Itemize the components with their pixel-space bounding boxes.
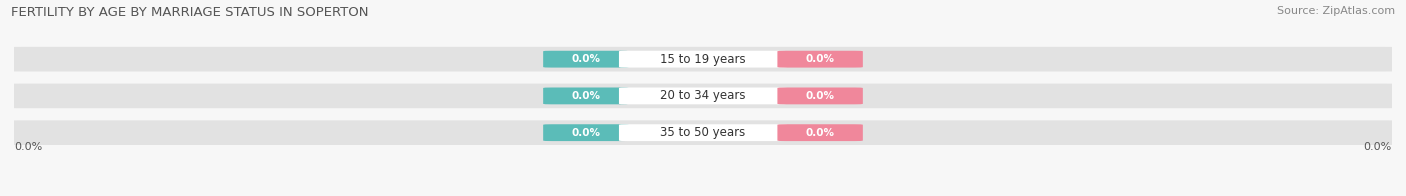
Text: 0.0%: 0.0% bbox=[571, 91, 600, 101]
Text: 0.0%: 0.0% bbox=[571, 128, 600, 138]
FancyBboxPatch shape bbox=[543, 87, 628, 104]
Text: 20 to 34 years: 20 to 34 years bbox=[661, 89, 745, 103]
Text: 0.0%: 0.0% bbox=[571, 54, 600, 64]
Text: FERTILITY BY AGE BY MARRIAGE STATUS IN SOPERTON: FERTILITY BY AGE BY MARRIAGE STATUS IN S… bbox=[11, 6, 368, 19]
Text: 15 to 19 years: 15 to 19 years bbox=[661, 53, 745, 66]
Text: Source: ZipAtlas.com: Source: ZipAtlas.com bbox=[1277, 6, 1395, 16]
FancyBboxPatch shape bbox=[4, 84, 1402, 108]
Text: 0.0%: 0.0% bbox=[806, 91, 835, 101]
FancyBboxPatch shape bbox=[543, 124, 628, 141]
FancyBboxPatch shape bbox=[4, 47, 1402, 72]
FancyBboxPatch shape bbox=[619, 124, 787, 141]
Text: 0.0%: 0.0% bbox=[806, 128, 835, 138]
FancyBboxPatch shape bbox=[778, 51, 863, 68]
FancyBboxPatch shape bbox=[619, 87, 787, 104]
Text: 0.0%: 0.0% bbox=[14, 142, 42, 152]
FancyBboxPatch shape bbox=[619, 51, 787, 68]
FancyBboxPatch shape bbox=[778, 124, 863, 141]
FancyBboxPatch shape bbox=[778, 87, 863, 104]
Text: 35 to 50 years: 35 to 50 years bbox=[661, 126, 745, 139]
FancyBboxPatch shape bbox=[4, 120, 1402, 145]
Text: 0.0%: 0.0% bbox=[806, 54, 835, 64]
Text: 0.0%: 0.0% bbox=[1364, 142, 1392, 152]
FancyBboxPatch shape bbox=[543, 51, 628, 68]
